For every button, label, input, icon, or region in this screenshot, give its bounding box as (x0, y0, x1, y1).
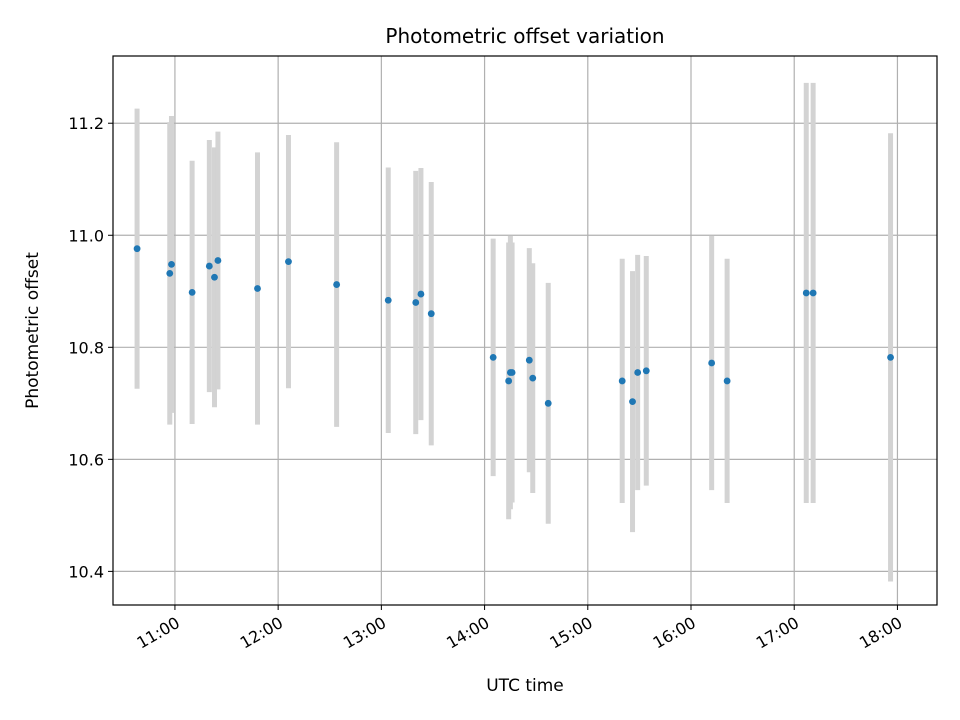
data-point (887, 353, 894, 361)
data-point (629, 398, 636, 406)
data-point (133, 245, 141, 253)
data-point (384, 296, 392, 304)
x-tick-label: 13:00 (340, 613, 389, 653)
data-point (168, 260, 175, 268)
y-tick-label: 10.4 (68, 562, 104, 581)
error-bar-layer (134, 82, 894, 582)
data-point (544, 399, 552, 407)
x-axis-label: UTC time (486, 676, 564, 696)
data-point (188, 289, 196, 296)
y-tick-label: 11.0 (68, 226, 104, 245)
data-point (427, 310, 435, 318)
data-point (508, 369, 516, 376)
y-tick-label: 11.2 (68, 114, 104, 133)
y-axis-ticks: 10.4 10.6 10.8 11.0 11.2 (68, 114, 113, 581)
x-tick-label: 18:00 (856, 613, 905, 653)
data-point (708, 359, 716, 367)
point-layer (133, 245, 894, 407)
data-point (525, 356, 533, 364)
plot-frame (112, 55, 938, 606)
data-point (166, 269, 174, 277)
chart-title: Photometric offset variation (385, 24, 664, 48)
data-point (634, 369, 642, 376)
data-point (285, 258, 292, 265)
data-point (412, 299, 420, 306)
data-point (417, 290, 425, 298)
data-point (333, 281, 341, 288)
x-tick-label: 11:00 (133, 613, 182, 653)
y-tick-label: 10.8 (68, 338, 104, 357)
data-point (489, 353, 497, 361)
data-point (618, 377, 626, 385)
x-tick-label: 16:00 (650, 613, 699, 653)
data-point (723, 377, 731, 385)
data-point (529, 374, 537, 382)
data-point (211, 273, 218, 281)
data-point (642, 367, 650, 375)
y-axis-label: Photometric offset (23, 252, 43, 409)
data-point (505, 377, 513, 385)
data-point (254, 285, 261, 292)
data-point (809, 289, 817, 297)
data-point (802, 289, 810, 297)
grid-layer (113, 56, 937, 605)
x-tick-label: 12:00 (237, 613, 286, 653)
y-tick-label: 10.6 (68, 450, 104, 469)
data-point (214, 257, 222, 264)
x-tick-label: 15:00 (546, 613, 595, 653)
x-tick-label: 17:00 (753, 613, 802, 653)
x-axis-ticks: 11:00 12:00 13:00 14:00 15:00 16:00 17:00 18:00 (133, 605, 905, 653)
data-point (205, 262, 213, 270)
x-tick-label: 14:00 (443, 613, 492, 653)
